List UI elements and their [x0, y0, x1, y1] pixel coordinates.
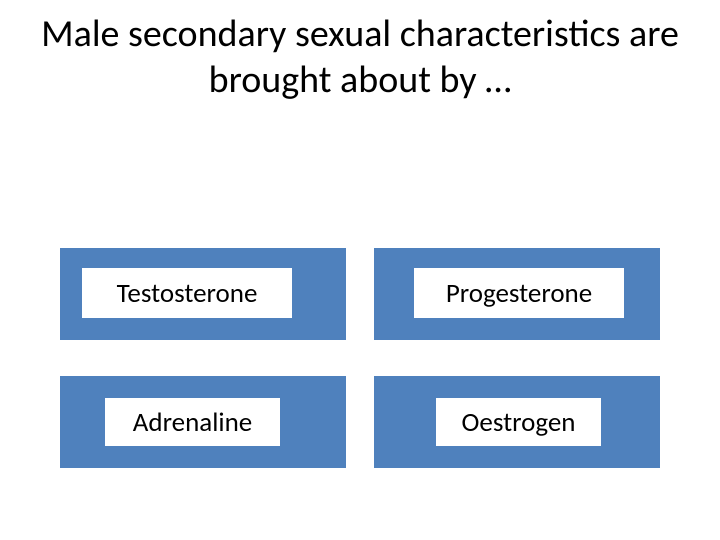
option-label-4: Oestrogen [436, 398, 601, 446]
option-tile-1[interactable]: Testosterone [60, 248, 346, 340]
question-text: Male secondary sexual characteristics ar… [0, 0, 720, 103]
option-label-2: Progesterone [414, 268, 624, 318]
option-tile-2[interactable]: Progesterone [374, 248, 660, 340]
option-tile-3[interactable]: Adrenaline [60, 376, 346, 468]
option-label-3: Adrenaline [105, 398, 280, 446]
option-tile-4[interactable]: Oestrogen [374, 376, 660, 468]
options-grid: Testosterone Progesterone Adrenaline Oes… [60, 248, 660, 468]
option-label-1: Testosterone [82, 268, 292, 318]
